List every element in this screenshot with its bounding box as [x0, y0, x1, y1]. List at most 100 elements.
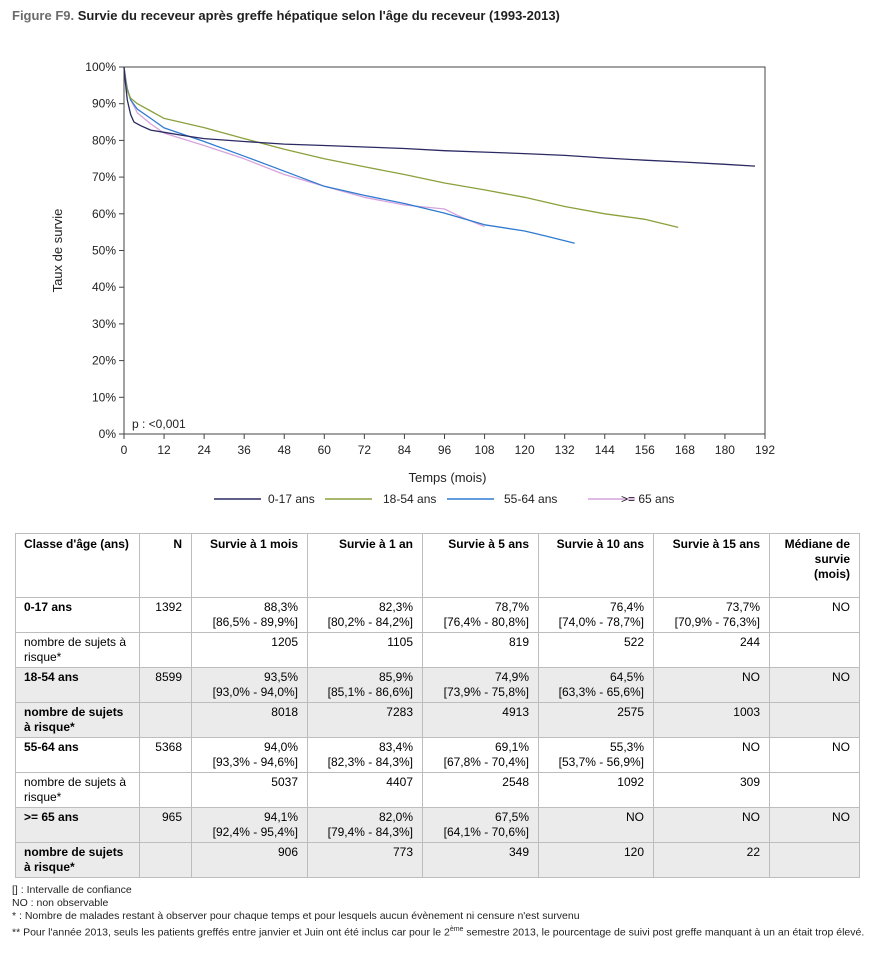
cell-value: NO [653, 667, 770, 703]
cell-value: 69,1% [67,8% - 70,4%] [422, 737, 539, 773]
x-tick-label: 192 [755, 443, 775, 457]
cell-value-text: 1092 [617, 775, 644, 789]
cell-classe: nombre de sujets à risque* [15, 842, 140, 878]
x-tick-label: 144 [595, 443, 615, 457]
cell-value-text: 8018 [271, 705, 298, 719]
cell-value [769, 772, 860, 808]
table-row-at-risk: nombre de sujets à risque* 906 773 349 120 22 [15, 842, 860, 878]
table-row-at-risk: nombre de sujets à risque* 8018 7283 4913 25… [15, 702, 860, 738]
y-tick-label: 60% [92, 207, 116, 221]
cell-confidence-interval: [53,7% - 56,9%] [558, 755, 644, 769]
cell-value-text: 2575 [617, 705, 644, 719]
survival-chart: 0% 10% 20% 30% 40% 50% 60% 70% 80% 90% 100% 0 12 24 36… [50, 60, 775, 506]
header-classe: Classe d'âge (ans) [15, 533, 140, 598]
cell-value-text: NO [742, 670, 760, 684]
legend-label: 18-54 ans [383, 492, 436, 506]
figure-title: Figure F9. Survie du receveur après gref… [12, 8, 560, 23]
cell-value-text: 4913 [502, 705, 529, 719]
survival-table: Classe d'âge (ans) N Survie à 1 mois Sur… [15, 533, 860, 878]
cell-confidence-interval: [93,3% - 94,6%] [212, 755, 298, 769]
cell-value: 1092 [538, 772, 654, 808]
cell-confidence-interval: [86,5% - 89,9%] [212, 615, 298, 629]
x-tick-label: 120 [515, 443, 535, 457]
cell-value: 55,3% [53,7% - 56,9%] [538, 737, 654, 773]
x-tick-label: 96 [438, 443, 452, 457]
footnote-sup: ème [449, 926, 464, 933]
cell-value-text: 773 [392, 845, 413, 859]
cell-value: 76,4% [74,0% - 78,7%] [538, 597, 654, 633]
cell-value: 4913 [422, 702, 539, 738]
cell-n [139, 632, 192, 668]
cell-value: NO [653, 737, 770, 773]
cell-value [769, 632, 860, 668]
legend-label: 55-64 ans [504, 492, 557, 506]
cell-n: 8599 [139, 667, 192, 703]
cell-value: 67,5% [64,1% - 70,6%] [422, 807, 539, 843]
cell-confidence-interval: [92,4% - 95,4%] [212, 825, 298, 839]
cell-value-text: 120 [623, 845, 644, 859]
footnotes: [] : Intervalle de confiance NO : non ob… [12, 884, 868, 940]
figure-title-text: Survie du receveur après greffe hépatiqu… [77, 8, 560, 23]
cell-classe: 55-64 ans [15, 737, 140, 773]
cell-confidence-interval: [79,4% - 84,3%] [327, 825, 413, 839]
series-line-65-ans [123, 66, 485, 228]
cell-value: 93,5% [93,0% - 94,0%] [191, 667, 308, 703]
cell-value: NO [769, 807, 860, 843]
cell-n: 5368 [139, 737, 192, 773]
cell-confidence-interval: [64,1% - 70,6%] [443, 825, 529, 839]
cell-value: NO [769, 667, 860, 703]
cell-n [139, 842, 192, 878]
cell-value-text: 309 [739, 775, 760, 789]
cell-value: 309 [653, 772, 770, 808]
cell-value: 4407 [307, 772, 423, 808]
x-tick-label: 180 [715, 443, 735, 457]
y-tick-label: 40% [92, 280, 116, 294]
x-tick-label: 72 [358, 443, 372, 457]
y-tick-label: 100% [85, 60, 116, 74]
cell-value: 64,5% [63,3% - 65,6%] [538, 667, 654, 703]
x-tick-label: 132 [555, 443, 575, 457]
footnote-ci: [] : Intervalle de confiance [12, 884, 132, 896]
cell-confidence-interval: [80,2% - 84,2%] [327, 615, 413, 629]
header-survie-1-an: Survie à 1 an [307, 533, 423, 598]
footnote-star: * : Nombre de malades restant à observer… [12, 910, 580, 922]
header-survie-1-mois: Survie à 1 mois [191, 533, 308, 598]
plot-frame [123, 66, 766, 435]
footnote-no: NO : non observable [12, 897, 109, 909]
header-mediane: Médiane de survie (mois) [769, 533, 860, 598]
cell-value: 2575 [538, 702, 654, 738]
table-header-row: Classe d'âge (ans) N Survie à 1 mois Sur… [15, 533, 860, 598]
cell-value-text: 82,0% [378, 810, 413, 824]
cell-classe: nombre de sujets à risque* [15, 702, 140, 738]
cell-value-text: 76,4% [609, 600, 644, 614]
cell-value: 7283 [307, 702, 423, 738]
cell-value-text: NO [626, 810, 644, 824]
x-tick-label: 108 [475, 443, 495, 457]
cell-value-text: 244 [739, 635, 760, 649]
p-value-annotation: p : <0,001 [132, 417, 186, 431]
cell-value: 94,0% [93,3% - 94,6%] [191, 737, 308, 773]
cell-value: 1003 [653, 702, 770, 738]
series-line-55-64-ans [123, 66, 575, 244]
cell-value: NO [653, 807, 770, 843]
cell-value: 244 [653, 632, 770, 668]
y-tick-label: 80% [92, 133, 116, 147]
cell-value: 349 [422, 842, 539, 878]
figure-label: Figure F9. [12, 8, 75, 23]
cell-value-text: 64,5% [609, 670, 644, 684]
cell-value: NO [538, 807, 654, 843]
series-line-18-54-ans [123, 66, 679, 229]
y-tick-label: 10% [92, 390, 116, 404]
header-survie-10-ans: Survie à 10 ans [538, 533, 654, 598]
cell-confidence-interval: [63,3% - 65,6%] [558, 685, 644, 699]
table-row-age-class: 18-54 ans 8599 93,5% [93,0% - 94,0%] 85,9% [8… [15, 667, 860, 703]
x-tick-label: 156 [635, 443, 655, 457]
cell-confidence-interval: [67,8% - 70,4%] [443, 755, 529, 769]
footnote-double-star-end: semestre 2013, le pourcentage de suivi p… [463, 926, 865, 939]
legend-label: 0-17 ans [268, 492, 315, 506]
y-tick-label: 20% [92, 354, 116, 368]
cell-n [139, 772, 192, 808]
cell-value-text: 1205 [271, 635, 298, 649]
y-tick-label: 70% [92, 170, 116, 184]
cell-value: 1105 [307, 632, 423, 668]
